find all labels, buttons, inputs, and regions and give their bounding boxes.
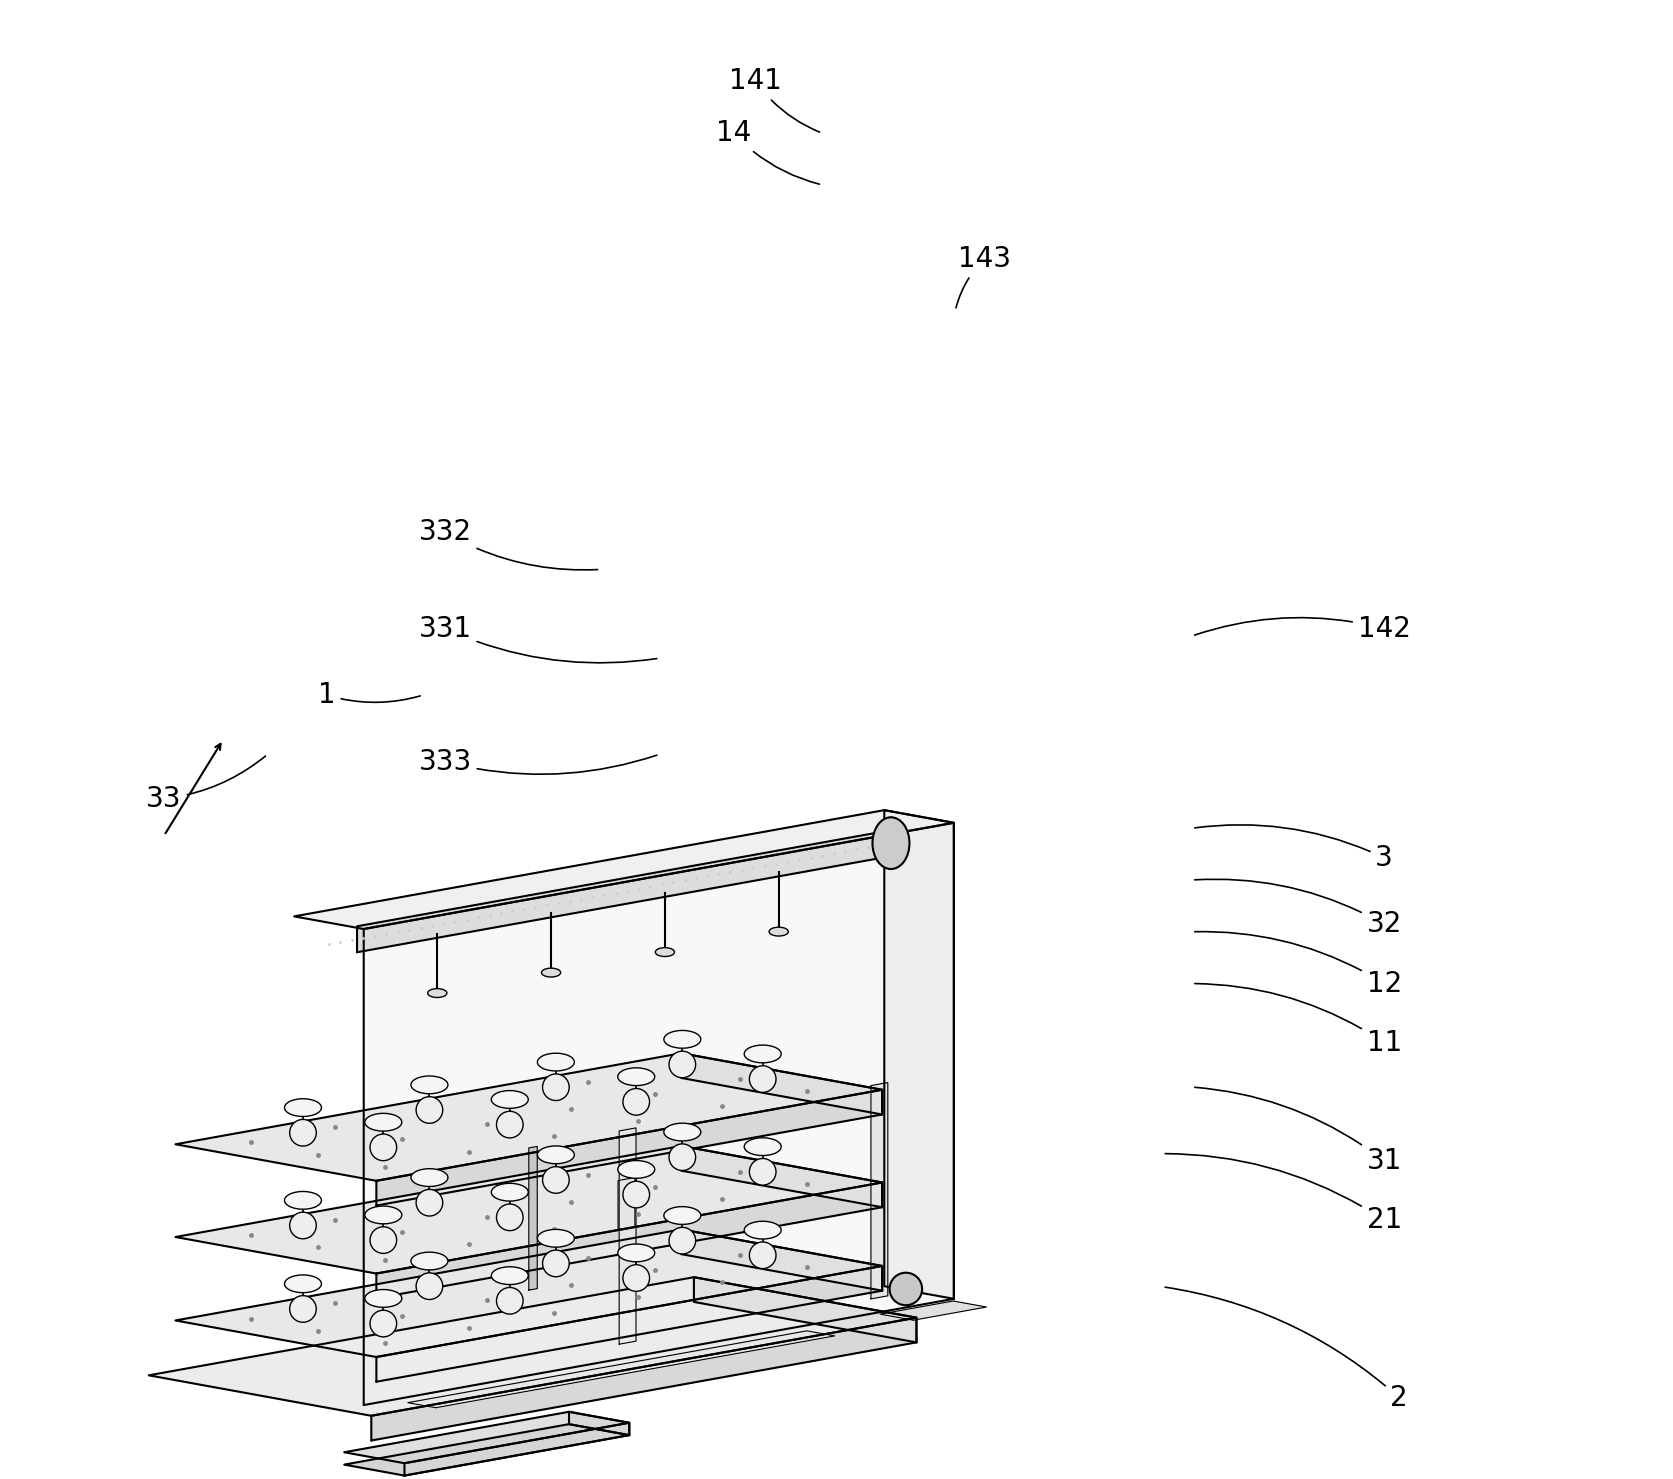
Ellipse shape — [617, 1161, 654, 1179]
Text: 32: 32 — [1195, 879, 1400, 938]
Ellipse shape — [365, 1114, 402, 1131]
Ellipse shape — [370, 1226, 397, 1253]
Ellipse shape — [617, 1068, 654, 1086]
Ellipse shape — [497, 1111, 522, 1137]
Text: 33: 33 — [146, 756, 266, 812]
Polygon shape — [405, 1423, 629, 1476]
Polygon shape — [681, 1146, 882, 1207]
Ellipse shape — [490, 1268, 529, 1285]
Ellipse shape — [750, 1158, 776, 1185]
Ellipse shape — [540, 969, 560, 978]
Polygon shape — [694, 1278, 915, 1343]
Ellipse shape — [744, 1046, 781, 1063]
Polygon shape — [345, 1412, 629, 1463]
Ellipse shape — [654, 948, 674, 957]
Ellipse shape — [664, 1123, 701, 1140]
Ellipse shape — [542, 1167, 569, 1194]
Ellipse shape — [410, 1075, 448, 1093]
Ellipse shape — [417, 1189, 442, 1216]
Ellipse shape — [284, 1275, 321, 1293]
Ellipse shape — [542, 1074, 569, 1100]
Ellipse shape — [417, 1096, 442, 1123]
Ellipse shape — [872, 818, 908, 870]
Text: 333: 333 — [418, 748, 656, 775]
Ellipse shape — [744, 1137, 781, 1155]
Polygon shape — [176, 1053, 882, 1180]
Polygon shape — [569, 1412, 629, 1435]
Ellipse shape — [750, 1066, 776, 1093]
Ellipse shape — [622, 1182, 649, 1208]
Polygon shape — [176, 1146, 882, 1273]
Ellipse shape — [622, 1089, 649, 1115]
Polygon shape — [376, 1266, 882, 1381]
Polygon shape — [681, 1229, 882, 1291]
Ellipse shape — [410, 1253, 448, 1270]
Polygon shape — [870, 1083, 887, 1299]
Ellipse shape — [669, 1143, 696, 1170]
Text: 11: 11 — [1195, 984, 1400, 1056]
Text: 21: 21 — [1164, 1154, 1400, 1233]
Text: 141: 141 — [729, 68, 820, 132]
Ellipse shape — [370, 1134, 397, 1161]
Ellipse shape — [768, 927, 788, 936]
Text: 1: 1 — [318, 682, 420, 708]
Ellipse shape — [417, 1273, 442, 1300]
Text: 12: 12 — [1195, 932, 1400, 997]
Polygon shape — [356, 830, 890, 952]
Text: 31: 31 — [1195, 1087, 1400, 1174]
Ellipse shape — [750, 1242, 776, 1269]
Text: 142: 142 — [1195, 615, 1410, 642]
Polygon shape — [376, 1183, 882, 1299]
Ellipse shape — [365, 1290, 402, 1307]
Polygon shape — [529, 1146, 537, 1290]
Ellipse shape — [410, 1168, 448, 1186]
Ellipse shape — [497, 1288, 522, 1315]
Ellipse shape — [289, 1213, 316, 1239]
Ellipse shape — [669, 1228, 696, 1254]
Ellipse shape — [365, 1205, 402, 1223]
Ellipse shape — [664, 1207, 701, 1225]
Text: 3: 3 — [1195, 825, 1392, 871]
Ellipse shape — [490, 1090, 529, 1108]
Polygon shape — [681, 1053, 882, 1115]
Ellipse shape — [888, 1273, 922, 1306]
Polygon shape — [880, 1302, 985, 1321]
Ellipse shape — [669, 1052, 696, 1078]
Polygon shape — [149, 1278, 915, 1415]
Polygon shape — [371, 1318, 915, 1441]
Polygon shape — [883, 810, 954, 1299]
Ellipse shape — [617, 1244, 654, 1262]
Ellipse shape — [537, 1053, 574, 1071]
Text: 14: 14 — [716, 120, 820, 185]
Ellipse shape — [622, 1265, 649, 1291]
Polygon shape — [376, 1090, 882, 1205]
Polygon shape — [176, 1229, 882, 1358]
Polygon shape — [408, 1331, 835, 1408]
Text: 331: 331 — [418, 615, 656, 663]
Ellipse shape — [490, 1183, 529, 1201]
Polygon shape — [345, 1424, 629, 1476]
Ellipse shape — [370, 1310, 397, 1337]
Ellipse shape — [284, 1192, 321, 1210]
Ellipse shape — [289, 1120, 316, 1146]
Ellipse shape — [289, 1296, 316, 1322]
Ellipse shape — [284, 1099, 321, 1117]
Ellipse shape — [744, 1222, 781, 1239]
Polygon shape — [294, 810, 954, 929]
Polygon shape — [619, 1128, 636, 1344]
Text: 143: 143 — [955, 246, 1010, 308]
Polygon shape — [617, 1177, 634, 1231]
Ellipse shape — [427, 988, 447, 997]
Polygon shape — [363, 822, 954, 1405]
Ellipse shape — [537, 1229, 574, 1247]
Text: 332: 332 — [418, 519, 597, 569]
Ellipse shape — [542, 1250, 569, 1276]
Ellipse shape — [537, 1146, 574, 1164]
Text: 2: 2 — [1164, 1287, 1407, 1411]
Ellipse shape — [664, 1031, 701, 1049]
Ellipse shape — [497, 1204, 522, 1231]
